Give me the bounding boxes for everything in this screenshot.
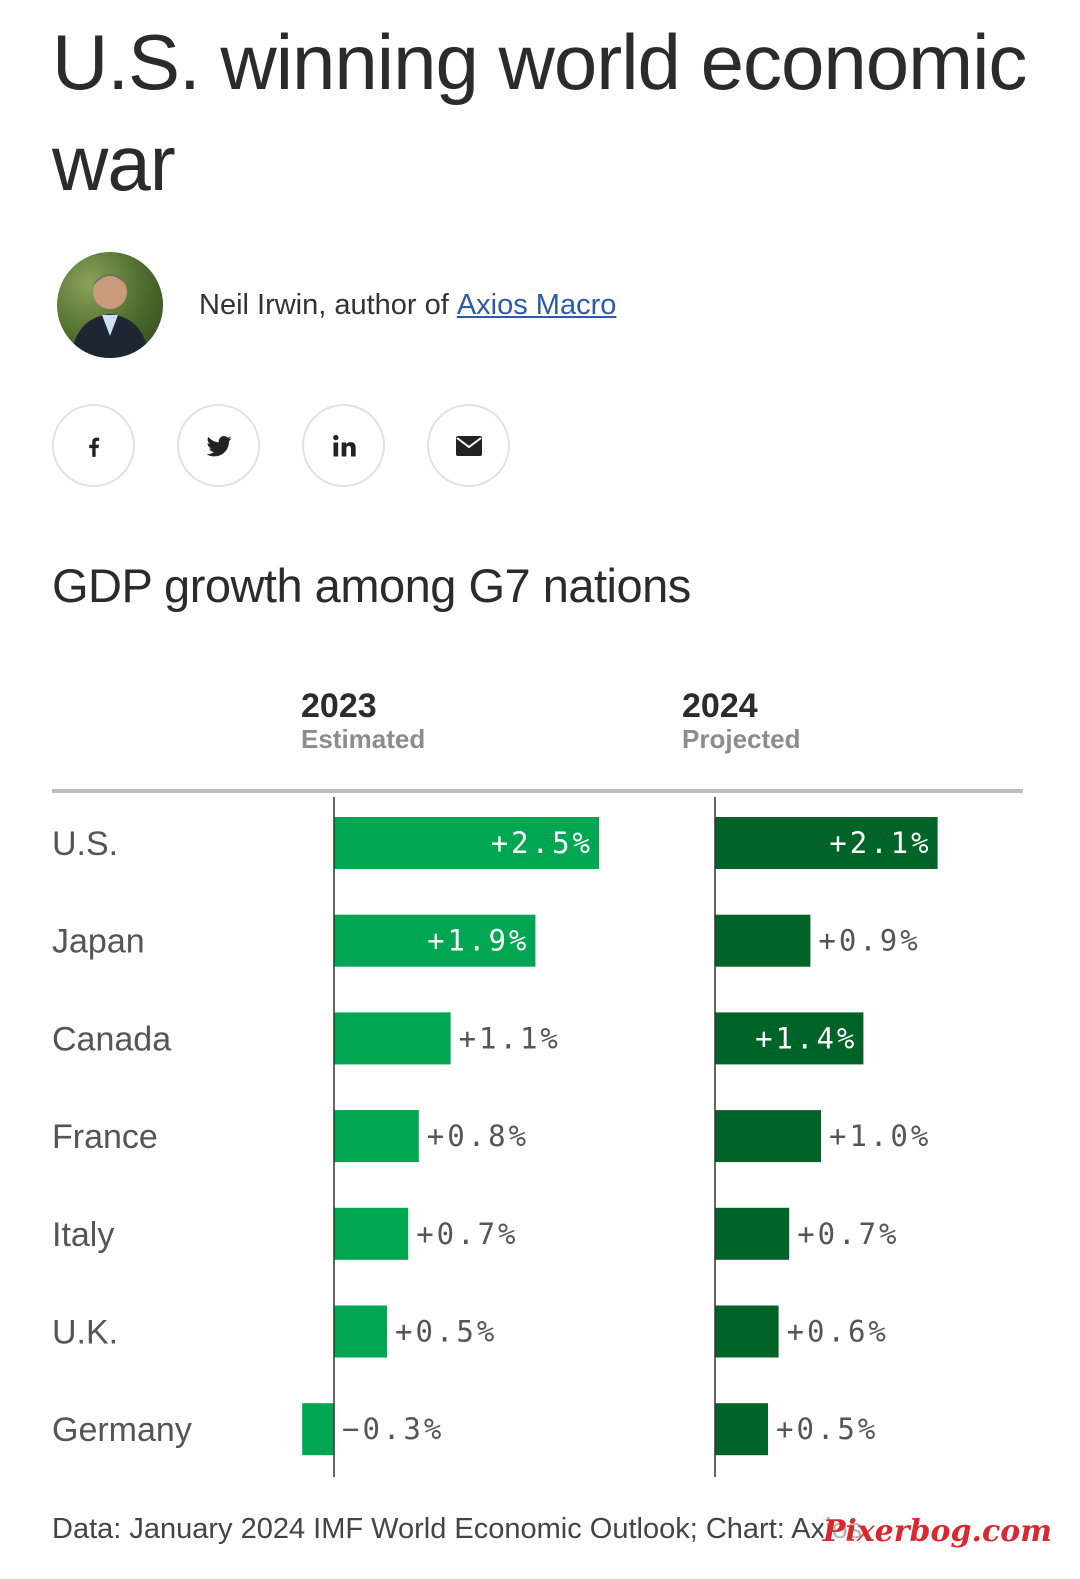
- bar: [715, 1012, 864, 1065]
- category-label: U.S.: [52, 825, 118, 863]
- data-label: +2.1%: [829, 826, 931, 860]
- byline-text: Neil Irwin, author of Axios Macro: [199, 289, 616, 322]
- twitter-share-button[interactable]: [177, 404, 260, 487]
- header-rule: [52, 789, 1023, 793]
- linkedin-icon: [332, 434, 356, 456]
- category-label: Japan: [52, 923, 145, 961]
- data-label: +1.1%: [459, 1021, 561, 1055]
- bar: [334, 914, 536, 967]
- facebook-share-button[interactable]: [52, 404, 135, 487]
- gdp-bar-chart: U.S. +2.5% +2.1% Japan +1.9% +0.9% Canada +1.1%…: [52, 797, 938, 1477]
- data-label: +2.5%: [491, 826, 593, 860]
- column-subtitle: Estimated: [301, 724, 426, 754]
- byline-prefix: Neil Irwin, author of: [199, 288, 449, 321]
- bar: [715, 1207, 790, 1260]
- category-label: Germany: [52, 1411, 192, 1449]
- linkedin-share-button[interactable]: [302, 404, 385, 487]
- bar: [302, 1403, 334, 1456]
- column-header-2024: 2024 Projected: [682, 688, 801, 754]
- data-label: +0.6%: [787, 1315, 889, 1349]
- twitter-icon: [206, 435, 231, 456]
- column-year: 2023: [301, 687, 377, 725]
- bar: [334, 1110, 419, 1163]
- category-label: U.K.: [52, 1314, 118, 1352]
- author-photo-icon: [71, 274, 149, 358]
- data-label: +1.0%: [829, 1119, 931, 1153]
- headline: U.S. winning world economic war: [52, 18, 1027, 207]
- data-label: +0.7%: [416, 1217, 518, 1251]
- category-label: Canada: [52, 1020, 171, 1058]
- chart-source: Data: January 2024 IMF World Economic Ou…: [52, 1513, 863, 1545]
- bar: [715, 914, 811, 967]
- bar: [715, 1403, 768, 1456]
- data-label: +0.9%: [818, 924, 920, 958]
- bar: [334, 817, 599, 869]
- data-label: +0.5%: [776, 1412, 878, 1446]
- axios-macro-link[interactable]: Axios Macro: [456, 288, 617, 321]
- bar: [715, 1305, 779, 1358]
- bar: [334, 1207, 409, 1260]
- watermark: Pixerbog.com: [822, 1514, 1052, 1549]
- email-icon: [455, 435, 482, 456]
- bar: [715, 817, 938, 869]
- bar: [334, 1305, 387, 1358]
- column-year: 2024: [682, 687, 758, 725]
- category-label: Italy: [52, 1216, 114, 1254]
- data-label: +0.5%: [395, 1315, 497, 1349]
- email-share-button[interactable]: [427, 404, 510, 487]
- column-header-2023: 2023 Estimated: [301, 688, 425, 754]
- bar: [334, 1012, 451, 1065]
- category-label: France: [52, 1118, 158, 1156]
- chart-title: GDP growth among G7 nations: [52, 559, 691, 612]
- share-buttons: [52, 404, 510, 487]
- data-label: +0.7%: [797, 1217, 899, 1251]
- bar: [715, 1110, 821, 1163]
- byline: Neil Irwin, author of Axios Macro: [57, 252, 616, 358]
- data-label: −0.3%: [342, 1412, 444, 1446]
- facebook-icon: [88, 437, 99, 457]
- author-avatar[interactable]: [57, 252, 163, 358]
- data-label: +1.4%: [755, 1021, 857, 1055]
- data-label: +0.8%: [427, 1119, 529, 1153]
- column-subtitle: Projected: [682, 724, 801, 754]
- data-label: +1.9%: [427, 924, 529, 958]
